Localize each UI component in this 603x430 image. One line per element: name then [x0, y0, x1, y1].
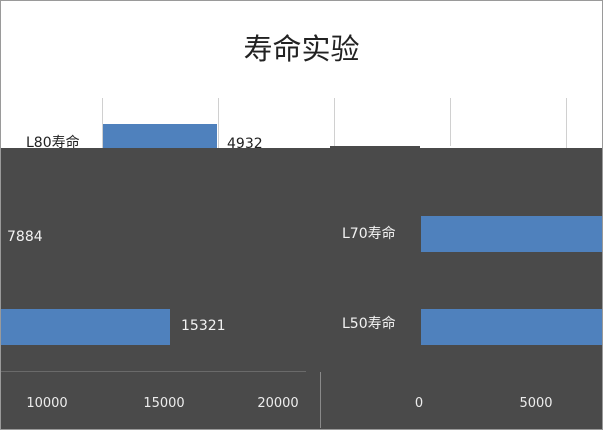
category-label-l50: L50寿命	[342, 316, 396, 332]
gridline	[218, 98, 219, 148]
dark-region	[420, 148, 535, 160]
axis-baseline	[1, 371, 306, 372]
value-label-l50: 15321	[181, 318, 226, 334]
category-label-l70: L70寿命	[342, 226, 396, 242]
x-tick-label: 20000	[257, 396, 299, 411]
dark-region	[330, 146, 420, 150]
gridline	[566, 98, 567, 148]
bar-l50-right	[421, 309, 602, 345]
x-tick-label: 10000	[26, 396, 68, 411]
bar-l70	[421, 216, 602, 252]
gridline	[102, 98, 103, 148]
x-tick-label: 15000	[143, 396, 185, 411]
bar-l50	[1, 309, 170, 345]
bar-l80	[103, 124, 217, 148]
axis-line	[320, 372, 321, 428]
gridline	[450, 98, 451, 148]
chart-title: 寿命实验	[243, 32, 360, 66]
gridline	[334, 98, 335, 148]
category-label-l80: L80寿命	[26, 135, 80, 151]
dark-region	[1, 148, 602, 429]
x-tick-label: 0	[414, 396, 424, 411]
x-tick-label: 5000	[519, 396, 553, 411]
value-label-l70: 7884	[7, 229, 43, 245]
